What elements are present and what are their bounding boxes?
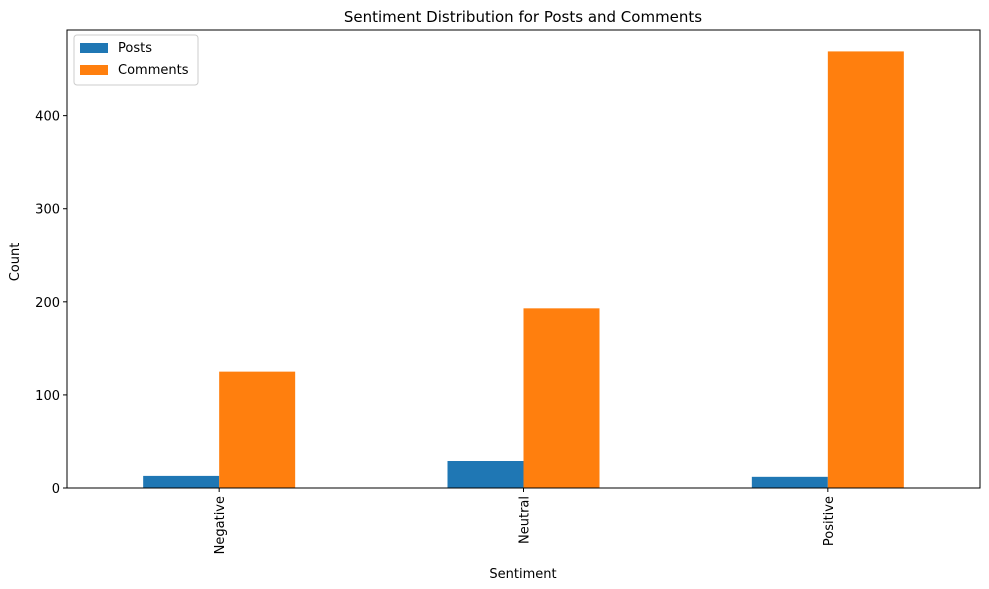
bars-layer — [143, 51, 904, 488]
x-axis-ticks: Negative Neutral Positive — [213, 488, 837, 554]
plot-frame — [66, 29, 981, 489]
y-tick-label: 100 — [35, 389, 60, 404]
y-tick-label: 0 — [52, 482, 60, 497]
bar-posts-positive — [751, 476, 828, 488]
bar-posts-negative — [143, 475, 220, 488]
bar-comments-positive — [827, 51, 904, 488]
y-axis-label: Count — [8, 243, 23, 282]
bar-comments-negative — [219, 371, 296, 488]
bar-posts-neutral — [447, 461, 524, 488]
x-tick-label: Negative — [213, 496, 228, 554]
legend-label-posts: Posts — [118, 41, 152, 56]
bar-comments-neutral — [523, 308, 600, 488]
x-tick-label: Positive — [822, 496, 837, 546]
y-tick-label: 200 — [35, 296, 60, 311]
chart-title: Sentiment Distribution for Posts and Com… — [344, 8, 702, 26]
legend-swatch-posts — [80, 43, 108, 53]
y-tick-label: 400 — [35, 110, 60, 125]
y-tick-label: 300 — [35, 203, 60, 218]
legend-label-comments: Comments — [118, 63, 189, 78]
x-tick-label: Neutral — [518, 496, 533, 544]
y-axis-ticks: 0 100 200 300 400 — [35, 110, 67, 497]
legend: Posts Comments — [73, 34, 199, 86]
legend-swatch-comments — [80, 65, 108, 75]
x-axis-label: Sentiment — [489, 567, 556, 582]
